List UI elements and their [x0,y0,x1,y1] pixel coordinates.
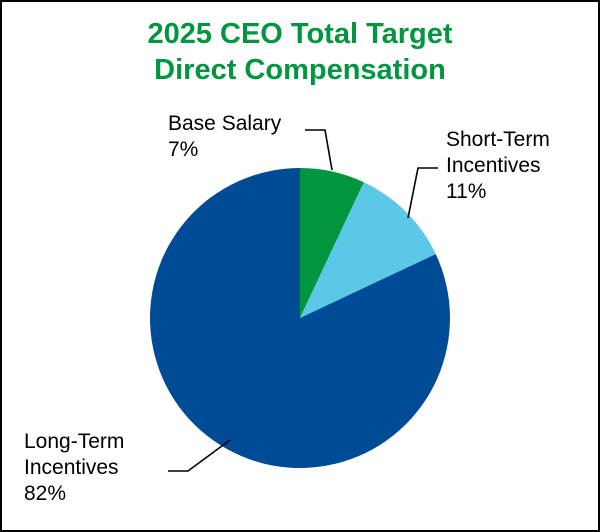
slice-name-line: Base Salary [168,112,282,135]
leader-line-long-term-incentives [168,439,231,472]
slice-name-line: Short-Term [446,128,550,151]
chart-title-line-1: 2025 CEO Total Target [147,18,453,50]
chart-title: 2025 CEO Total Target Direct Compensatio… [2,16,598,88]
slice-label-long-term-incentives: Long-Term Incentives 82% [24,430,124,505]
leader-line-short-term-incentives [407,167,438,219]
slice-name-line: Incentives [446,154,541,177]
chart-title-line-2: Direct Compensation [154,54,446,86]
leader-line-base-salary [305,129,333,171]
pie-slice-base-salary [300,168,364,318]
pie-slice-short-term-incentives [300,182,436,318]
slice-name-line: Long-Term [24,430,124,453]
slice-label-short-term-incentives: Short-Term Incentives 11% [446,128,550,203]
pie-slice-long-term-incentives [149,168,450,468]
slice-label-base-salary: Base Salary 7% [168,112,282,161]
slice-value-label: 7% [168,138,198,161]
slice-value-label: 11% [446,180,486,203]
slice-name-line: Incentives [24,456,119,479]
slice-value-label: 82% [24,482,66,505]
